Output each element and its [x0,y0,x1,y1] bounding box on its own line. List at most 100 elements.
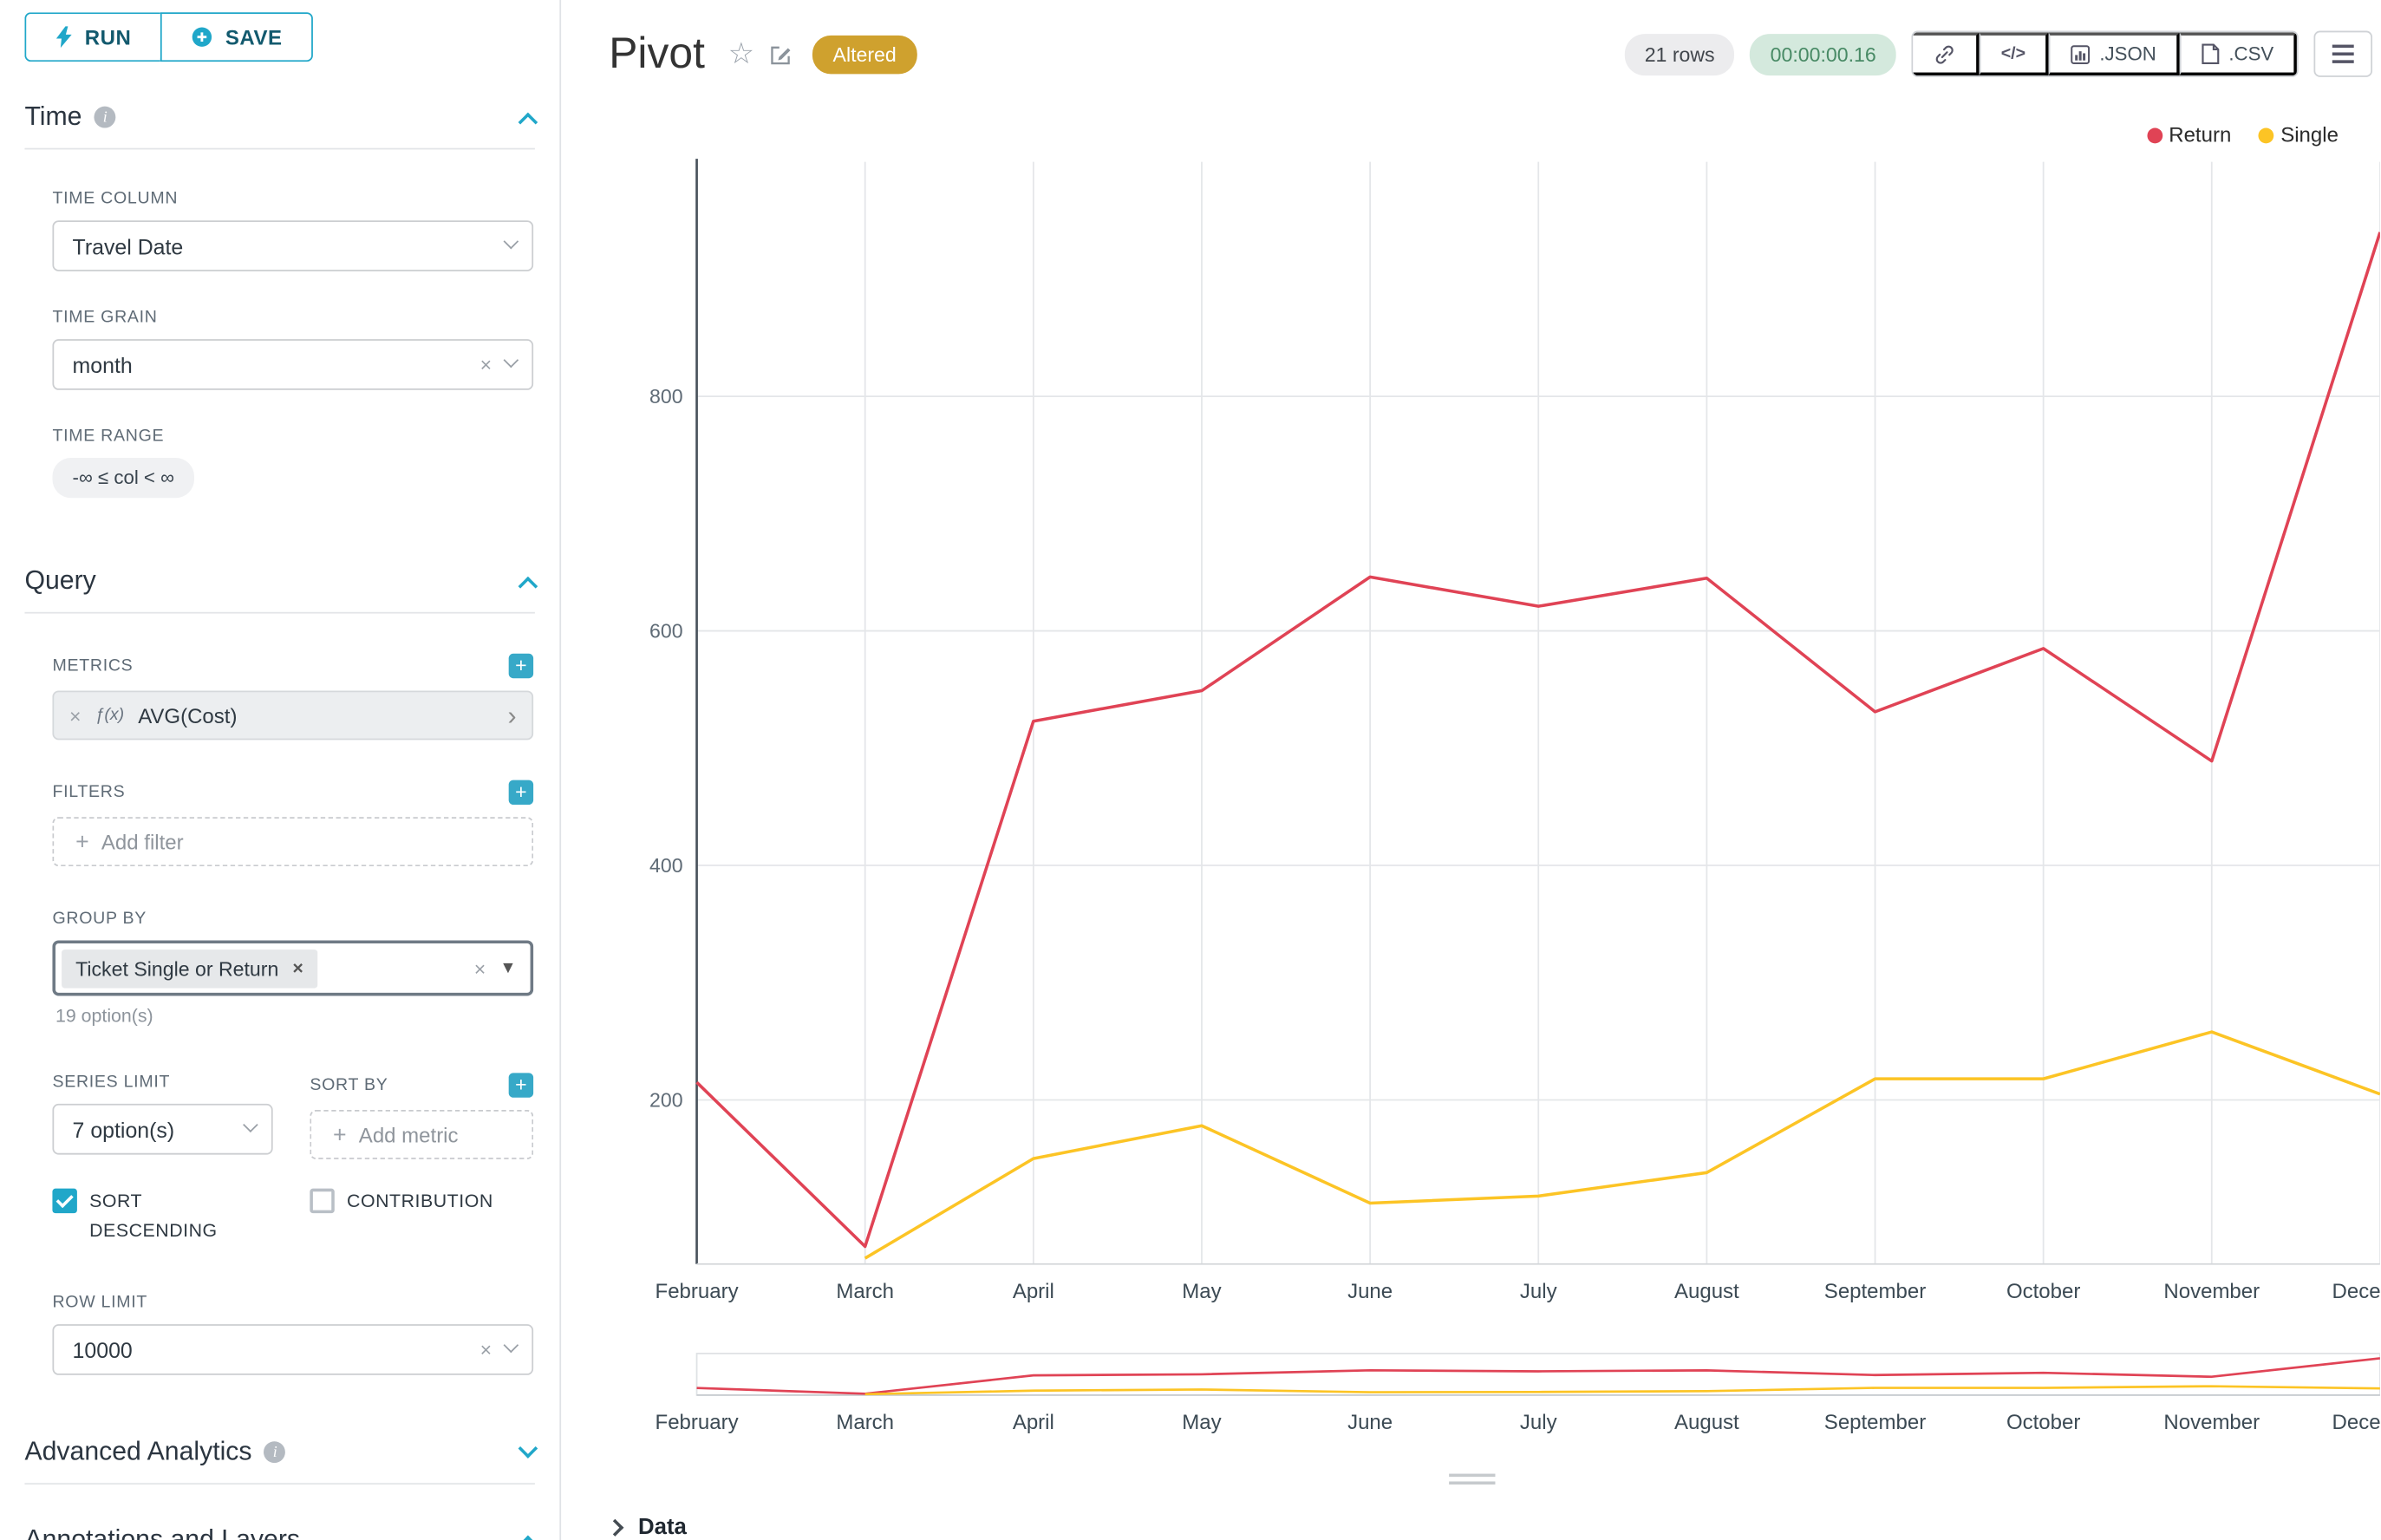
time-column-value: Travel Date [72,233,184,258]
svg-text:800: 800 [649,385,683,408]
time-grain-label: TIME GRAIN [52,308,158,327]
svg-text:February: February [656,1280,739,1303]
metric-item[interactable]: × ƒ(x) AVG(Cost) › [52,690,534,741]
export-json-button[interactable]: .JSON [2048,32,2180,76]
svg-text:August: August [1674,1280,1739,1303]
bolt-icon [55,26,72,49]
sort-by-label: SORT BY [310,1075,388,1095]
svg-text:September: September [1824,1411,1926,1434]
add-filter-dropzone[interactable]: + Add filter [52,817,534,867]
resize-handle[interactable] [1448,1473,1495,1485]
fx-icon: ƒ(x) [95,706,125,725]
clear-icon[interactable]: × [479,1338,493,1362]
add-metric-button[interactable]: + [508,653,534,679]
legend-item-return[interactable]: Return [2147,123,2231,147]
add-sort-metric-button[interactable]: + [508,1073,534,1098]
svg-text:April: April [1013,1411,1054,1434]
svg-text:July: July [1520,1280,1557,1303]
series-limit-select[interactable]: 7 option(s) [52,1103,273,1155]
plus-icon: + [75,828,89,855]
add-filter-button[interactable]: + [508,780,534,806]
time-range-pill[interactable]: -∞ ≤ col < ∞ [52,458,195,499]
svg-text:June: June [1347,1280,1393,1303]
checkbox-unchecked-icon [310,1188,335,1214]
filters-label: FILTERS [52,783,126,802]
row-limit-label: ROW LIMIT [52,1293,148,1313]
clear-icon[interactable]: × [473,956,486,980]
svg-text:October: October [2006,1411,2080,1434]
copy-link-button[interactable] [1913,32,1980,76]
remove-icon[interactable]: × [69,703,82,728]
export-csv-button[interactable]: .CSV [2179,32,2297,76]
chip-label: Ticket Single or Return [75,956,279,980]
time-controls: TIME COLUMN Travel Date TIME GRAIN month… [52,190,534,499]
sort-descending-checkbox[interactable]: SORT DESCENDING [52,1187,272,1244]
control-panel: RUN SAVE Time i TIME COLUMN Travel Date … [0,0,562,1540]
group-by-label: GROUP BY [52,909,147,929]
toolbar: RUN SAVE [24,12,534,62]
svg-text:July: July [1520,1411,1557,1434]
save-button[interactable]: SAVE [160,12,314,62]
csv-label: .CSV [2228,42,2274,65]
legend-dot-icon [2147,127,2163,143]
chevron-up-icon[interactable] [518,1535,538,1540]
clear-icon[interactable]: × [479,353,493,376]
query-timer-badge: 00:00:00.16 [1750,33,1896,75]
row-limit-value: 10000 [72,1337,133,1363]
data-section-toggle[interactable]: Data [561,1516,2381,1540]
run-button[interactable]: RUN [24,12,161,62]
svg-text:April: April [1013,1280,1054,1303]
svg-text:600: 600 [649,620,683,643]
time-column-select[interactable]: Travel Date [52,220,534,271]
line-chart[interactable]: 200 400 600 800 February March April May June Jul… [561,99,2381,1332]
favorite-star-button[interactable]: ☆ [727,37,754,70]
section-title: Time [24,101,82,132]
svg-text:October: October [2006,1280,2080,1303]
file-icon [2202,43,2219,64]
chevron-up-icon[interactable] [518,575,538,596]
more-options-button[interactable] [2313,30,2373,77]
chart-file-icon [2071,44,2091,64]
series-limit-value: 7 option(s) [72,1117,175,1142]
hamburger-icon [2332,44,2354,49]
chevron-down-icon [243,1117,258,1133]
group-by-select[interactable]: Ticket Single or Return × × ▼ [52,940,534,996]
edit-title-button[interactable] [770,42,793,66]
section-header-query: Query [24,559,538,614]
add-sort-metric-dropzone[interactable]: + Add metric [310,1110,534,1159]
svg-text:May: May [1182,1280,1221,1303]
range-selector-chart[interactable]: February March April May June July August Septe… [561,1332,2381,1441]
chart-title: Pivot [609,29,705,77]
series-limit-label: SERIES LIMIT [52,1073,171,1092]
row-limit-select[interactable]: 10000 × [52,1324,534,1376]
contribution-label: CONTRIBUTION [347,1190,493,1212]
chevron-up-icon[interactable] [518,111,538,132]
svg-text:200: 200 [649,1088,683,1111]
section-title: Query [24,565,96,596]
time-grain-value: month [72,352,133,377]
group-by-hint: 19 option(s) [55,1005,153,1028]
chevron-down-icon[interactable] [518,1438,538,1458]
data-section-label: Data [638,1515,687,1540]
chip-remove-icon[interactable]: × [292,957,303,979]
svg-text:September: September [1824,1280,1926,1303]
section-title: Advanced Analytics [24,1437,252,1467]
time-range-label: TIME RANGE [52,427,165,446]
metric-name: AVG(Cost) [138,703,238,728]
chevron-right-icon [606,1518,624,1537]
export-button-group: </> .JSON .CSV [1911,30,2299,77]
contribution-checkbox[interactable]: CONTRIBUTION [310,1187,533,1244]
metrics-label: METRICS [52,656,134,675]
group-by-chip[interactable]: Ticket Single or Return × [62,949,317,988]
view-query-button[interactable]: </> [1979,32,2049,76]
add-metric-label: Add metric [358,1123,459,1146]
add-filter-label: Add filter [101,830,184,854]
chevron-right-icon[interactable]: › [507,701,517,730]
time-grain-select[interactable]: month × [52,339,534,390]
legend-item-single[interactable]: Single [2259,123,2339,147]
altered-badge: Altered [812,35,917,74]
code-icon: </> [2000,44,2026,63]
svg-text:March: March [836,1280,894,1303]
plus-circle-icon [192,27,212,47]
svg-text:400: 400 [649,854,683,877]
